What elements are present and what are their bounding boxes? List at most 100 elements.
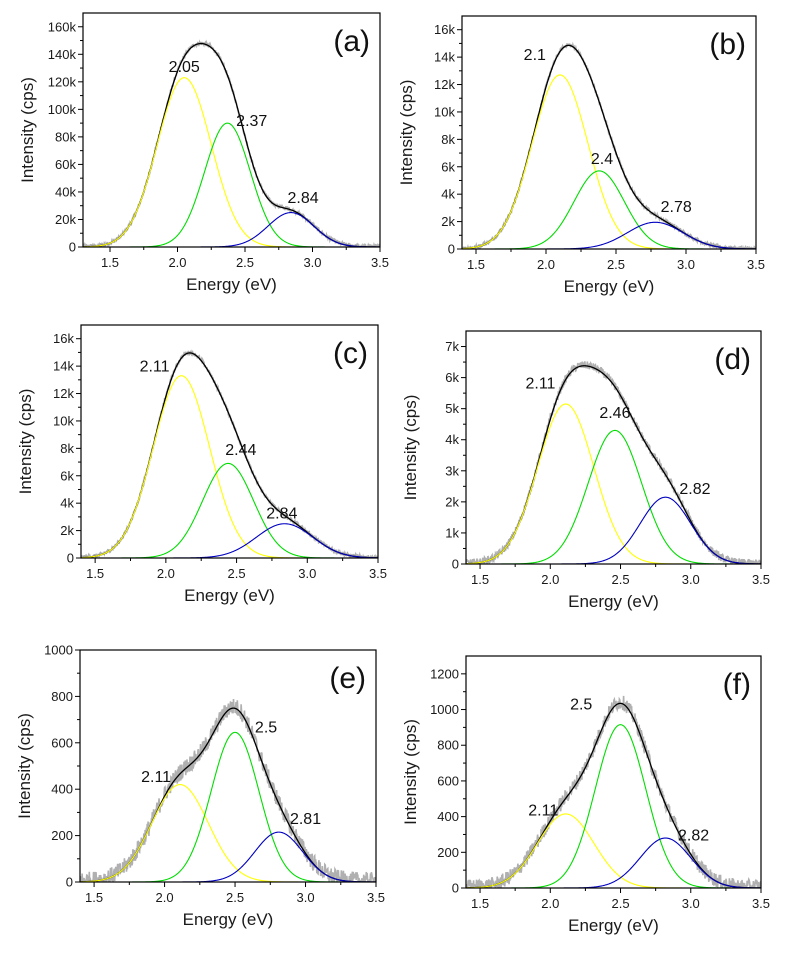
- y-tick-label: 20k: [55, 212, 76, 227]
- series-peak-1: [83, 77, 380, 247]
- y-axis-title: Intensity (cps): [401, 719, 420, 825]
- series-peak-3: [466, 496, 761, 564]
- peak-annotation: 2.78: [661, 199, 692, 216]
- x-tick-label: 2.0: [156, 890, 174, 905]
- plot-area: [80, 699, 376, 882]
- y-tick-label: 6k: [60, 468, 74, 483]
- y-axis-title: Intensity (cps): [15, 713, 34, 819]
- axes-frame: [465, 655, 762, 889]
- series-experimental: [83, 39, 380, 247]
- y-tick-label: 6k: [441, 159, 455, 174]
- panel-label: (f): [723, 668, 751, 701]
- x-tick-label: 3.5: [367, 890, 385, 905]
- panel-e: 1.5 2.0 2.5 3.0 3.5 0 200 400 600 800 1000 Energy (…: [15, 643, 385, 930]
- y-tick-label: 10k: [53, 413, 74, 428]
- y-tick-label: 600: [437, 773, 459, 788]
- x-tick-label: 2.0: [541, 896, 559, 911]
- x-tick-label: 2.0: [541, 572, 559, 587]
- y-tick-label: 8k: [60, 441, 74, 456]
- series-peak-3: [466, 837, 761, 888]
- series-experimental: [466, 695, 761, 888]
- y-axis-title: Intensity (cps): [401, 395, 420, 501]
- x-tick-label: 2.0: [537, 257, 555, 272]
- panel-label: (e): [329, 662, 366, 695]
- y-tick-label: 60k: [55, 157, 76, 172]
- y-tick-label: 6k: [445, 370, 459, 385]
- y-tick-label: 120k: [48, 74, 77, 89]
- series-peak-1: [466, 403, 761, 564]
- y-tick-label: 12k: [434, 77, 455, 92]
- plot-area: [83, 39, 380, 247]
- x-tick-label: 1.5: [86, 566, 104, 581]
- series-fit-sum: [83, 42, 380, 247]
- x-tick-label: 2.5: [607, 257, 625, 272]
- x-tick-label: 3.5: [752, 572, 770, 587]
- y-tick-label: 0: [66, 875, 73, 890]
- axes-frame: [82, 12, 381, 248]
- y-tick-label: 5k: [445, 401, 459, 416]
- y-tick-label: 0: [448, 242, 455, 257]
- plot-area: [466, 695, 761, 888]
- series-peak-3: [81, 523, 378, 558]
- x-axis-title: Energy (eV): [184, 586, 275, 605]
- y-tick-label: 0: [69, 240, 76, 255]
- y-tick-label: 16k: [53, 331, 74, 346]
- y-tick-label: 0: [452, 557, 459, 572]
- x-tick-label: 1.5: [101, 255, 119, 270]
- panel-label: (b): [709, 28, 746, 61]
- peak-annotation: 2.11: [528, 803, 558, 820]
- y-tick-label: 80k: [55, 129, 76, 144]
- y-tick-label: 400: [437, 809, 459, 824]
- x-tick-label: 2.5: [611, 572, 629, 587]
- series-peak-2: [81, 462, 378, 558]
- series-peak-3: [80, 831, 376, 882]
- panel-f: 1.5 2.0 2.5 3.0 3.5 0 200 400 600 800 1000 1200 Ener…: [401, 655, 770, 935]
- x-axis-title: Energy (eV): [568, 916, 659, 935]
- y-tick-label: 800: [51, 689, 73, 704]
- x-tick-label: 3.0: [298, 566, 316, 581]
- axes-frame: [465, 330, 762, 565]
- x-tick-label: 3.5: [369, 566, 387, 581]
- peak-annotation: 2.11: [141, 769, 171, 786]
- peak-annotation: 2.84: [287, 190, 318, 207]
- y-tick-label: 3k: [445, 463, 459, 478]
- y-tick-label: 200: [437, 845, 459, 860]
- y-tick-label: 1200: [430, 666, 459, 681]
- x-tick-label: 3.0: [677, 257, 695, 272]
- peak-annotation: 2.81: [290, 811, 321, 828]
- peak-annotation: 2.46: [599, 405, 630, 422]
- x-tick-label: 1.5: [85, 890, 103, 905]
- y-tick-label: 160k: [48, 19, 77, 34]
- panel-label: (d): [714, 343, 751, 376]
- x-axis-title: Energy (eV): [186, 275, 277, 294]
- x-tick-label: 2.5: [236, 255, 254, 270]
- y-tick-label: 4k: [441, 187, 455, 202]
- peak-annotation: 2.5: [570, 697, 592, 714]
- x-tick-label: 3.0: [682, 572, 700, 587]
- x-tick-label: 2.5: [226, 890, 244, 905]
- y-tick-label: 4k: [60, 496, 74, 511]
- panel-label: (c): [333, 337, 368, 370]
- peak-annotation: 2.4: [591, 151, 613, 168]
- y-tick-label: 800: [437, 738, 459, 753]
- y-axis-title: Intensity (cps): [397, 80, 416, 186]
- y-tick-label: 0: [67, 551, 74, 566]
- plot-area: [466, 361, 761, 564]
- panel-b: 1.5 2.0 2.5 3.0 3.5 0 2k 4k 6k 8k 10k 12k 14k 16k Ener…: [397, 15, 765, 296]
- panel-c: 1.5 2.0 2.5 3.0 3.5 0 2k 4k 6k 8k 10k 12k 14k 16k Ener…: [16, 324, 387, 605]
- y-tick-label: 14k: [53, 359, 74, 374]
- series-peak-3: [462, 221, 756, 249]
- peak-annotation: 2.11: [525, 375, 555, 392]
- series-peak-2: [466, 724, 761, 888]
- panel-label: (a): [333, 25, 370, 58]
- y-axis-title: Intensity (cps): [16, 389, 35, 495]
- x-tick-label: 2.0: [157, 566, 175, 581]
- y-tick-label: 1000: [44, 643, 73, 658]
- series-experimental: [462, 41, 756, 249]
- series-fit-sum: [466, 365, 761, 564]
- y-tick-label: 0: [452, 881, 459, 896]
- y-tick-label: 14k: [434, 50, 455, 65]
- series-peak-1: [80, 784, 376, 882]
- x-tick-label: 2.5: [228, 566, 246, 581]
